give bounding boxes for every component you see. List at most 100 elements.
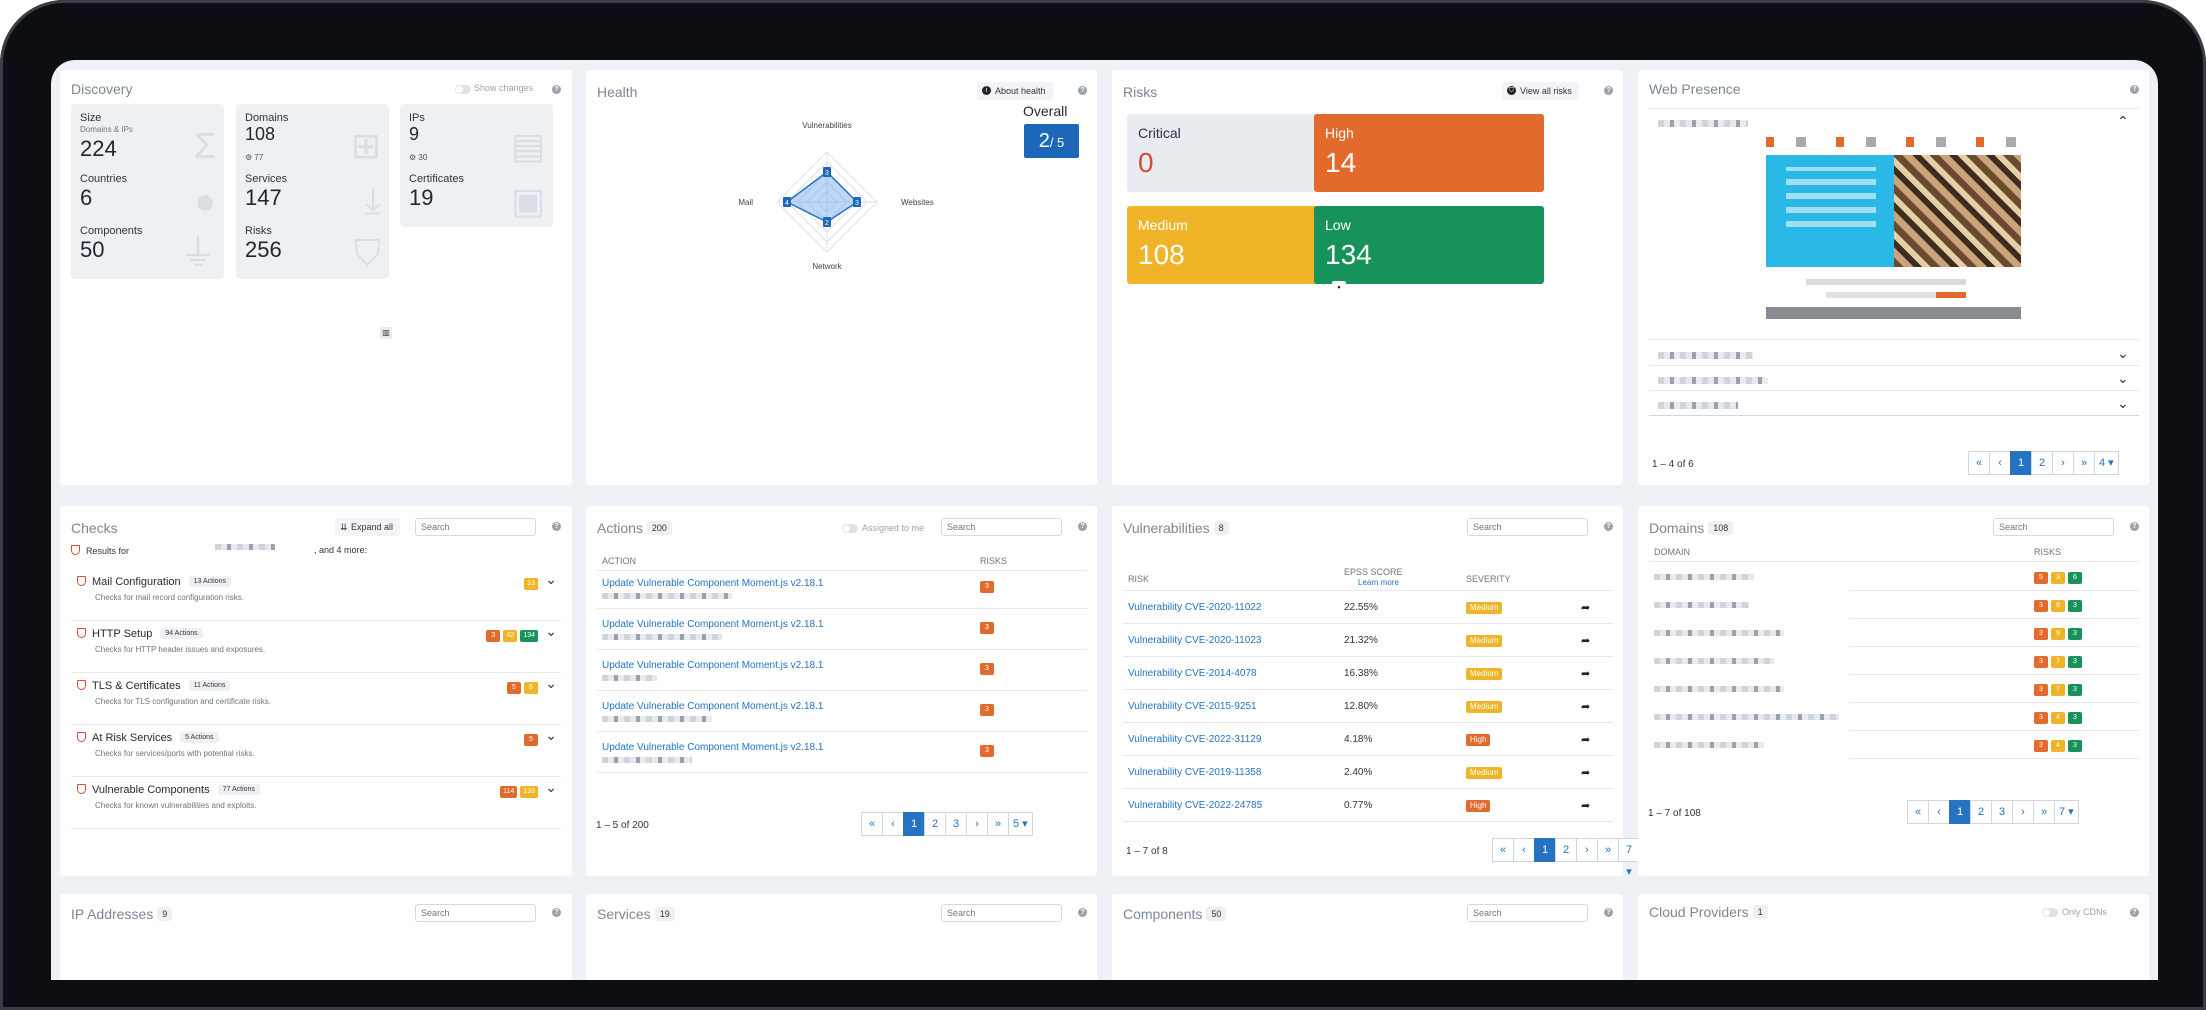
help-icon[interactable]: ?	[2130, 908, 2139, 917]
radar-point[interactable]	[823, 217, 831, 227]
domain-name-redacted[interactable]	[1654, 630, 1784, 636]
domain-name-redacted[interactable]	[1654, 602, 1749, 608]
page-button[interactable]: ›	[2012, 800, 2034, 824]
tile-certificates[interactable]: ▣ Certificates 19	[400, 165, 553, 227]
actions-search-input[interactable]	[941, 518, 1062, 536]
page-button[interactable]: 1	[2010, 451, 2032, 475]
cve-link[interactable]: Vulnerability CVE-2022-24785	[1128, 800, 1263, 811]
chevron-down-icon[interactable]: ⌄	[2117, 345, 2129, 361]
chevron-down-icon[interactable]: ⌄	[545, 779, 557, 795]
help-icon[interactable]: ?	[1078, 86, 1087, 95]
page-button[interactable]: ›	[2052, 451, 2074, 475]
help-icon[interactable]: ?	[552, 85, 561, 94]
page-button[interactable]: «	[861, 812, 883, 836]
page-button[interactable]: ‹	[1989, 451, 2011, 475]
chart-small-icon[interactable]: ▥	[380, 327, 392, 339]
chevron-down-icon[interactable]: ⌄	[545, 571, 557, 587]
help-icon[interactable]: ?	[2130, 522, 2139, 531]
tile-services[interactable]: ⤓ Services 147	[236, 165, 389, 227]
chevron-down-icon[interactable]: ⌄	[545, 727, 557, 743]
help-icon[interactable]: ?	[1078, 908, 1087, 917]
tile-size[interactable]: Σ Size Domains & IPs 224	[71, 104, 224, 176]
help-icon[interactable]: ?	[1604, 522, 1613, 531]
page-button[interactable]: »	[2033, 800, 2055, 824]
page-button[interactable]: ›	[966, 812, 988, 836]
share-icon[interactable]: ➦	[1581, 734, 1591, 746]
assigned-toggle[interactable]	[842, 524, 858, 533]
domain-name-redacted[interactable]	[1654, 714, 1839, 720]
tile-ips[interactable]: ▤ IPs 9 ⚙ 30	[400, 104, 553, 176]
page-button[interactable]: ‹	[1928, 800, 1950, 824]
page-button[interactable]: 5 ▾	[1008, 812, 1033, 836]
help-icon[interactable]: ?	[2130, 85, 2139, 94]
action-link[interactable]: Update Vulnerable Component Moment.js v2…	[602, 660, 824, 671]
col-severity[interactable]: SEVERITY	[1466, 574, 1511, 584]
action-link[interactable]: Update Vulnerable Component Moment.js v2…	[602, 619, 824, 630]
page-button[interactable]: ›	[1576, 838, 1598, 862]
services-search-input[interactable]	[941, 904, 1062, 922]
domains-search-input[interactable]	[1993, 518, 2114, 536]
page-button[interactable]: 2	[1970, 800, 1992, 824]
action-link[interactable]: Update Vulnerable Component Moment.js v2…	[602, 742, 824, 753]
page-button[interactable]: 7 ▾	[2054, 800, 2079, 824]
page-button[interactable]: 1	[1949, 800, 1971, 824]
domain-name-redacted[interactable]	[1654, 574, 1754, 580]
chevron-down-icon[interactable]: ⌄	[545, 675, 557, 691]
action-link[interactable]: Update Vulnerable Component Moment.js v2…	[602, 701, 824, 712]
page-button[interactable]: »	[2073, 451, 2095, 475]
check-item[interactable]: At Risk Services 5 Actions Checks for serv…	[71, 728, 561, 784]
page-button[interactable]: 2	[924, 812, 946, 836]
share-icon[interactable]: ➦	[1581, 635, 1591, 647]
radar-point[interactable]	[783, 197, 791, 207]
help-icon[interactable]: ?	[1078, 522, 1087, 531]
page-button[interactable]: «	[1492, 838, 1514, 862]
page-button[interactable]: 2	[2031, 451, 2053, 475]
share-icon[interactable]: ➦	[1581, 800, 1591, 812]
ip-search-input[interactable]	[415, 904, 536, 922]
learn-more-link[interactable]: Learn more	[1358, 578, 1399, 587]
chevron-up-icon[interactable]: ⌃	[2117, 113, 2129, 129]
page-button[interactable]: »	[1597, 838, 1619, 862]
page-button[interactable]: 4 ▾	[2094, 451, 2119, 475]
page-button[interactable]: «	[1907, 800, 1929, 824]
chevron-down-icon[interactable]: ⌄	[2117, 370, 2129, 386]
cve-link[interactable]: Vulnerability CVE-2022-31129	[1128, 734, 1262, 745]
page-button[interactable]: 2	[1555, 838, 1577, 862]
only-cdns-toggle[interactable]	[2042, 908, 2058, 917]
share-icon[interactable]: ➦	[1581, 668, 1591, 680]
risk-box-low[interactable]: Low 134	[1314, 206, 1544, 284]
col-risks[interactable]: RISKS	[980, 556, 1008, 566]
cve-link[interactable]: Vulnerability CVE-2019-11358	[1128, 767, 1262, 778]
share-icon[interactable]: ➦	[1581, 701, 1591, 713]
comment-icon[interactable]: ▪	[1332, 281, 1346, 293]
check-item[interactable]: Mail Configuration 13 Actions Checks for m…	[71, 572, 561, 628]
domain-name-redacted[interactable]	[1654, 686, 1784, 692]
page-button[interactable]: »	[987, 812, 1009, 836]
tile-countries[interactable]: ● Countries 6	[71, 165, 224, 227]
page-button[interactable]: «	[1968, 451, 1990, 475]
radar-point[interactable]	[823, 167, 831, 177]
page-button[interactable]: ‹	[882, 812, 904, 836]
check-item[interactable]: TLS & Certificates 11 Actions Checks for T…	[71, 676, 561, 732]
vulns-search-input[interactable]	[1467, 518, 1588, 536]
tile-components[interactable]: ⏚ Components 50	[71, 217, 224, 279]
col-risk[interactable]: RISK	[1128, 574, 1150, 584]
chevron-down-icon[interactable]: ⌄	[2117, 395, 2129, 411]
check-item[interactable]: Vulnerable Components 77 Actions Checks fo…	[71, 780, 561, 836]
col-domain[interactable]: DOMAIN	[1654, 547, 1690, 557]
tile-risks[interactable]: ⛉ Risks 256	[236, 217, 389, 279]
page-button[interactable]: ‹	[1513, 838, 1535, 862]
radar-point[interactable]	[853, 197, 861, 207]
page-button[interactable]: 3	[945, 812, 967, 836]
help-icon[interactable]: ?	[552, 908, 561, 917]
cve-link[interactable]: Vulnerability CVE-2015-9251	[1128, 701, 1257, 712]
page-button[interactable]: 7 ▾	[1618, 838, 1640, 878]
tile-domains[interactable]: ⊞ Domains 108 ⚙ 77	[236, 104, 389, 176]
expand-all-button[interactable]: ⇊ Expand all	[335, 518, 401, 536]
col-epss[interactable]: EPSS SCORE	[1344, 567, 1403, 577]
help-icon[interactable]: ?	[1604, 908, 1613, 917]
components-search-input[interactable]	[1467, 904, 1588, 922]
view-all-risks-button[interactable]: ⛉ View all risks	[1502, 82, 1579, 100]
action-link[interactable]: Update Vulnerable Component Moment.js v2…	[602, 578, 824, 589]
page-button[interactable]: 3	[1991, 800, 2013, 824]
